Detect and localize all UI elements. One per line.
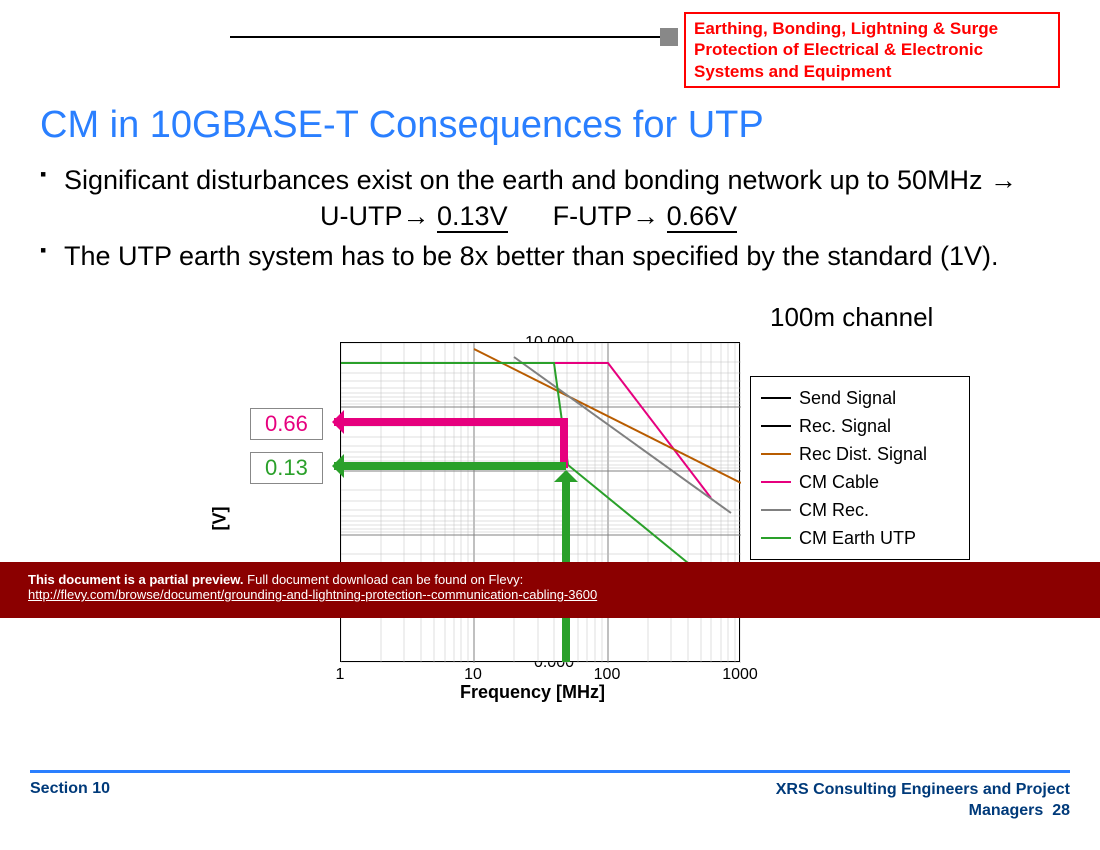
legend-label-1: Rec. Signal	[799, 416, 891, 437]
top-square-marker	[660, 28, 678, 46]
arrow-pink	[334, 418, 566, 426]
slide-title: CM in 10GBASE-T Consequences for UTP	[40, 104, 764, 147]
legend-label-5: CM Earth UTP	[799, 528, 916, 549]
legend-row-4: CM Rec.	[761, 497, 959, 523]
arrow-green-h-head	[320, 454, 344, 478]
footer-rule	[30, 770, 1070, 773]
top-rule	[230, 36, 678, 38]
arrow-pink-head	[320, 410, 344, 434]
legend-label-4: CM Rec.	[799, 500, 869, 521]
arrow-green-h	[334, 462, 566, 470]
uutp-label: U-UTP→	[320, 201, 430, 231]
x-axis-label: Frequency [MHz]	[460, 682, 605, 703]
banner-link[interactable]: http://flevy.com/browse/document/groundi…	[28, 587, 597, 602]
xtick-1: 1	[320, 666, 360, 684]
legend: Send Signal Rec. Signal Rec Dist. Signal…	[750, 376, 970, 560]
banner-line1b: Full document download can be found on F…	[247, 572, 523, 587]
legend-row-0: Send Signal	[761, 385, 959, 411]
legend-label-2: Rec Dist. Signal	[799, 444, 927, 465]
utp-values-row: U-UTP→ 0.13V F-UTP→ 0.66V	[320, 201, 737, 232]
footer-section: Section 10	[30, 780, 110, 798]
legend-row-1: Rec. Signal	[761, 413, 959, 439]
callout-pink: 0.66	[250, 408, 323, 440]
arrow-green-v-head	[554, 458, 578, 482]
legend-row-2: Rec Dist. Signal	[761, 441, 959, 467]
callout-green: 0.13	[250, 452, 323, 484]
y-axis-label: [V]	[210, 507, 231, 531]
course-header-box: Earthing, Bonding, Lightning & Surge Pro…	[684, 12, 1060, 88]
channel-label: 100m channel	[770, 302, 933, 333]
footer-company: XRS Consulting Engineers and ProjectMana…	[776, 780, 1070, 822]
futp-label: F-UTP→	[553, 201, 659, 231]
futp-value: 0.66V	[667, 201, 738, 233]
xtick-1000: 1000	[720, 666, 760, 684]
chart: 10.000 1.000 0.100 0.010 0.001 0.000 [V]	[180, 330, 980, 720]
legend-row-5: CM Earth UTP	[761, 525, 959, 551]
preview-banner: This document is a partial preview. Full…	[0, 562, 1100, 618]
bullet-1: Significant disturbances exist on the ea…	[40, 162, 1050, 198]
banner-line1a: This document is a partial preview.	[28, 572, 244, 587]
legend-row-3: CM Cable	[761, 469, 959, 495]
uutp-value: 0.13V	[437, 201, 508, 233]
bullet-2: The UTP earth system has to be 8x better…	[40, 238, 1050, 274]
legend-label-0: Send Signal	[799, 388, 896, 409]
legend-label-3: CM Cable	[799, 472, 879, 493]
